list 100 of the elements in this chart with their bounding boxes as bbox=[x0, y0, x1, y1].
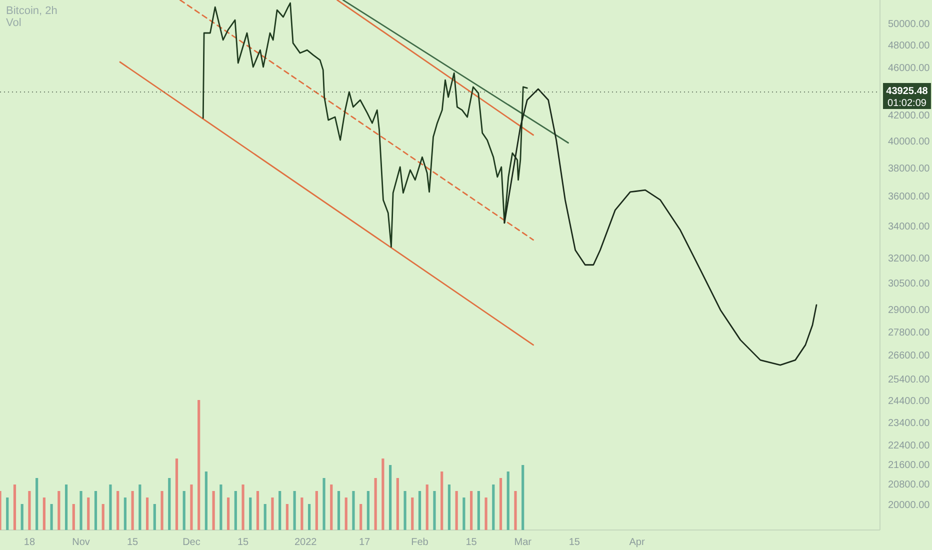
bar bbox=[396, 478, 399, 530]
bar bbox=[448, 484, 451, 530]
y-tick-label: 40000.00 bbox=[888, 136, 930, 148]
bar bbox=[271, 498, 274, 530]
text: 01:02:09 bbox=[888, 98, 927, 110]
bar bbox=[190, 484, 193, 530]
bar bbox=[484, 498, 488, 530]
bar bbox=[58, 491, 60, 530]
bar bbox=[36, 478, 38, 530]
bar bbox=[374, 478, 377, 530]
bar bbox=[418, 491, 422, 530]
bar bbox=[94, 491, 98, 530]
bar bbox=[42, 498, 46, 530]
bar bbox=[131, 491, 134, 530]
bar bbox=[300, 498, 304, 530]
bar bbox=[204, 472, 208, 530]
y-tick-label: 21600.00 bbox=[888, 460, 930, 471]
y-tick-label: 34000.00 bbox=[888, 222, 930, 233]
y-tick-label: 46000.00 bbox=[888, 62, 930, 74]
bar bbox=[264, 504, 266, 530]
bar bbox=[64, 484, 68, 530]
bar bbox=[256, 491, 260, 530]
y-tick-label: 36000.00 bbox=[888, 192, 930, 203]
y-tick-label: 20000.00 bbox=[888, 500, 930, 512]
bar bbox=[411, 498, 414, 530]
bar bbox=[470, 491, 473, 530]
bar bbox=[28, 491, 31, 530]
bar bbox=[80, 491, 82, 530]
y-tick-label: 32000.00 bbox=[888, 253, 930, 264]
bar bbox=[249, 498, 252, 530]
y-tick-label: 27800.00 bbox=[888, 327, 930, 338]
bar bbox=[20, 504, 24, 530]
y-tick-label: 25400.00 bbox=[888, 374, 930, 386]
bar bbox=[13, 484, 16, 530]
bar bbox=[220, 484, 222, 530]
bar bbox=[388, 465, 392, 530]
bar bbox=[160, 491, 164, 530]
y-tick-label: 23400.00 bbox=[888, 418, 930, 429]
bar bbox=[426, 484, 428, 530]
y-tick-label: 48000.00 bbox=[888, 40, 930, 52]
y-tick-label: 20800.00 bbox=[888, 480, 930, 491]
x-tick-label: 18 bbox=[24, 537, 36, 548]
bar bbox=[198, 400, 200, 530]
bar bbox=[138, 484, 142, 530]
bar bbox=[366, 491, 370, 530]
bar bbox=[50, 504, 53, 530]
bar bbox=[109, 484, 112, 530]
bar bbox=[506, 472, 510, 530]
bar bbox=[344, 498, 348, 530]
bar bbox=[6, 498, 9, 530]
bar bbox=[153, 504, 156, 530]
bar bbox=[278, 491, 282, 530]
y-tick-label: 29000.00 bbox=[888, 305, 930, 316]
bar bbox=[168, 478, 171, 530]
x-tick-label: 15 bbox=[466, 537, 478, 548]
bar bbox=[382, 458, 384, 530]
bar bbox=[308, 504, 311, 530]
bar bbox=[514, 491, 517, 530]
bar bbox=[234, 491, 237, 530]
bar bbox=[212, 491, 215, 530]
bar bbox=[433, 491, 436, 530]
bar bbox=[322, 478, 326, 530]
bar bbox=[124, 498, 126, 530]
chart-title: Bitcoin, 2h bbox=[6, 5, 58, 17]
y-tick-label: 38000.00 bbox=[888, 163, 930, 174]
chart-title: Vol bbox=[6, 17, 22, 29]
bar bbox=[102, 504, 104, 530]
x-tick-label: 15 bbox=[568, 537, 580, 548]
bar bbox=[286, 504, 288, 530]
bar bbox=[146, 498, 149, 530]
x-tick-label: Mar bbox=[514, 537, 532, 548]
bar bbox=[477, 491, 480, 530]
x-tick-label: Feb bbox=[411, 537, 429, 548]
x-tick-label: Apr bbox=[629, 537, 646, 548]
bar bbox=[116, 491, 120, 530]
x-tick-label: 17 bbox=[358, 537, 371, 548]
y-tick-label: 24400.00 bbox=[888, 396, 930, 407]
y-tick-label: 30500.00 bbox=[888, 278, 930, 290]
bar bbox=[175, 458, 178, 530]
line-series bbox=[504, 88, 818, 366]
y-tick-label: 26600.00 bbox=[888, 350, 930, 362]
x-tick-label: Dec bbox=[182, 537, 200, 548]
bar bbox=[330, 484, 333, 530]
y-tick-label: 50000.00 bbox=[888, 19, 930, 30]
bar bbox=[72, 504, 75, 530]
x-tick-label: Nov bbox=[72, 537, 90, 548]
bar bbox=[522, 465, 524, 530]
bar bbox=[87, 498, 90, 530]
bar bbox=[337, 491, 340, 530]
bar bbox=[462, 498, 466, 530]
y-tick-label: 42000.00 bbox=[888, 110, 930, 122]
bar bbox=[455, 491, 458, 530]
bar bbox=[315, 491, 318, 530]
bar bbox=[352, 491, 355, 530]
x-tick-label: 2022 bbox=[294, 537, 318, 548]
bar bbox=[226, 498, 230, 530]
bar bbox=[499, 478, 502, 530]
ref-line-label: 43925.48 bbox=[886, 86, 928, 98]
bar bbox=[182, 491, 186, 530]
x-tick-label: 15 bbox=[237, 537, 250, 548]
